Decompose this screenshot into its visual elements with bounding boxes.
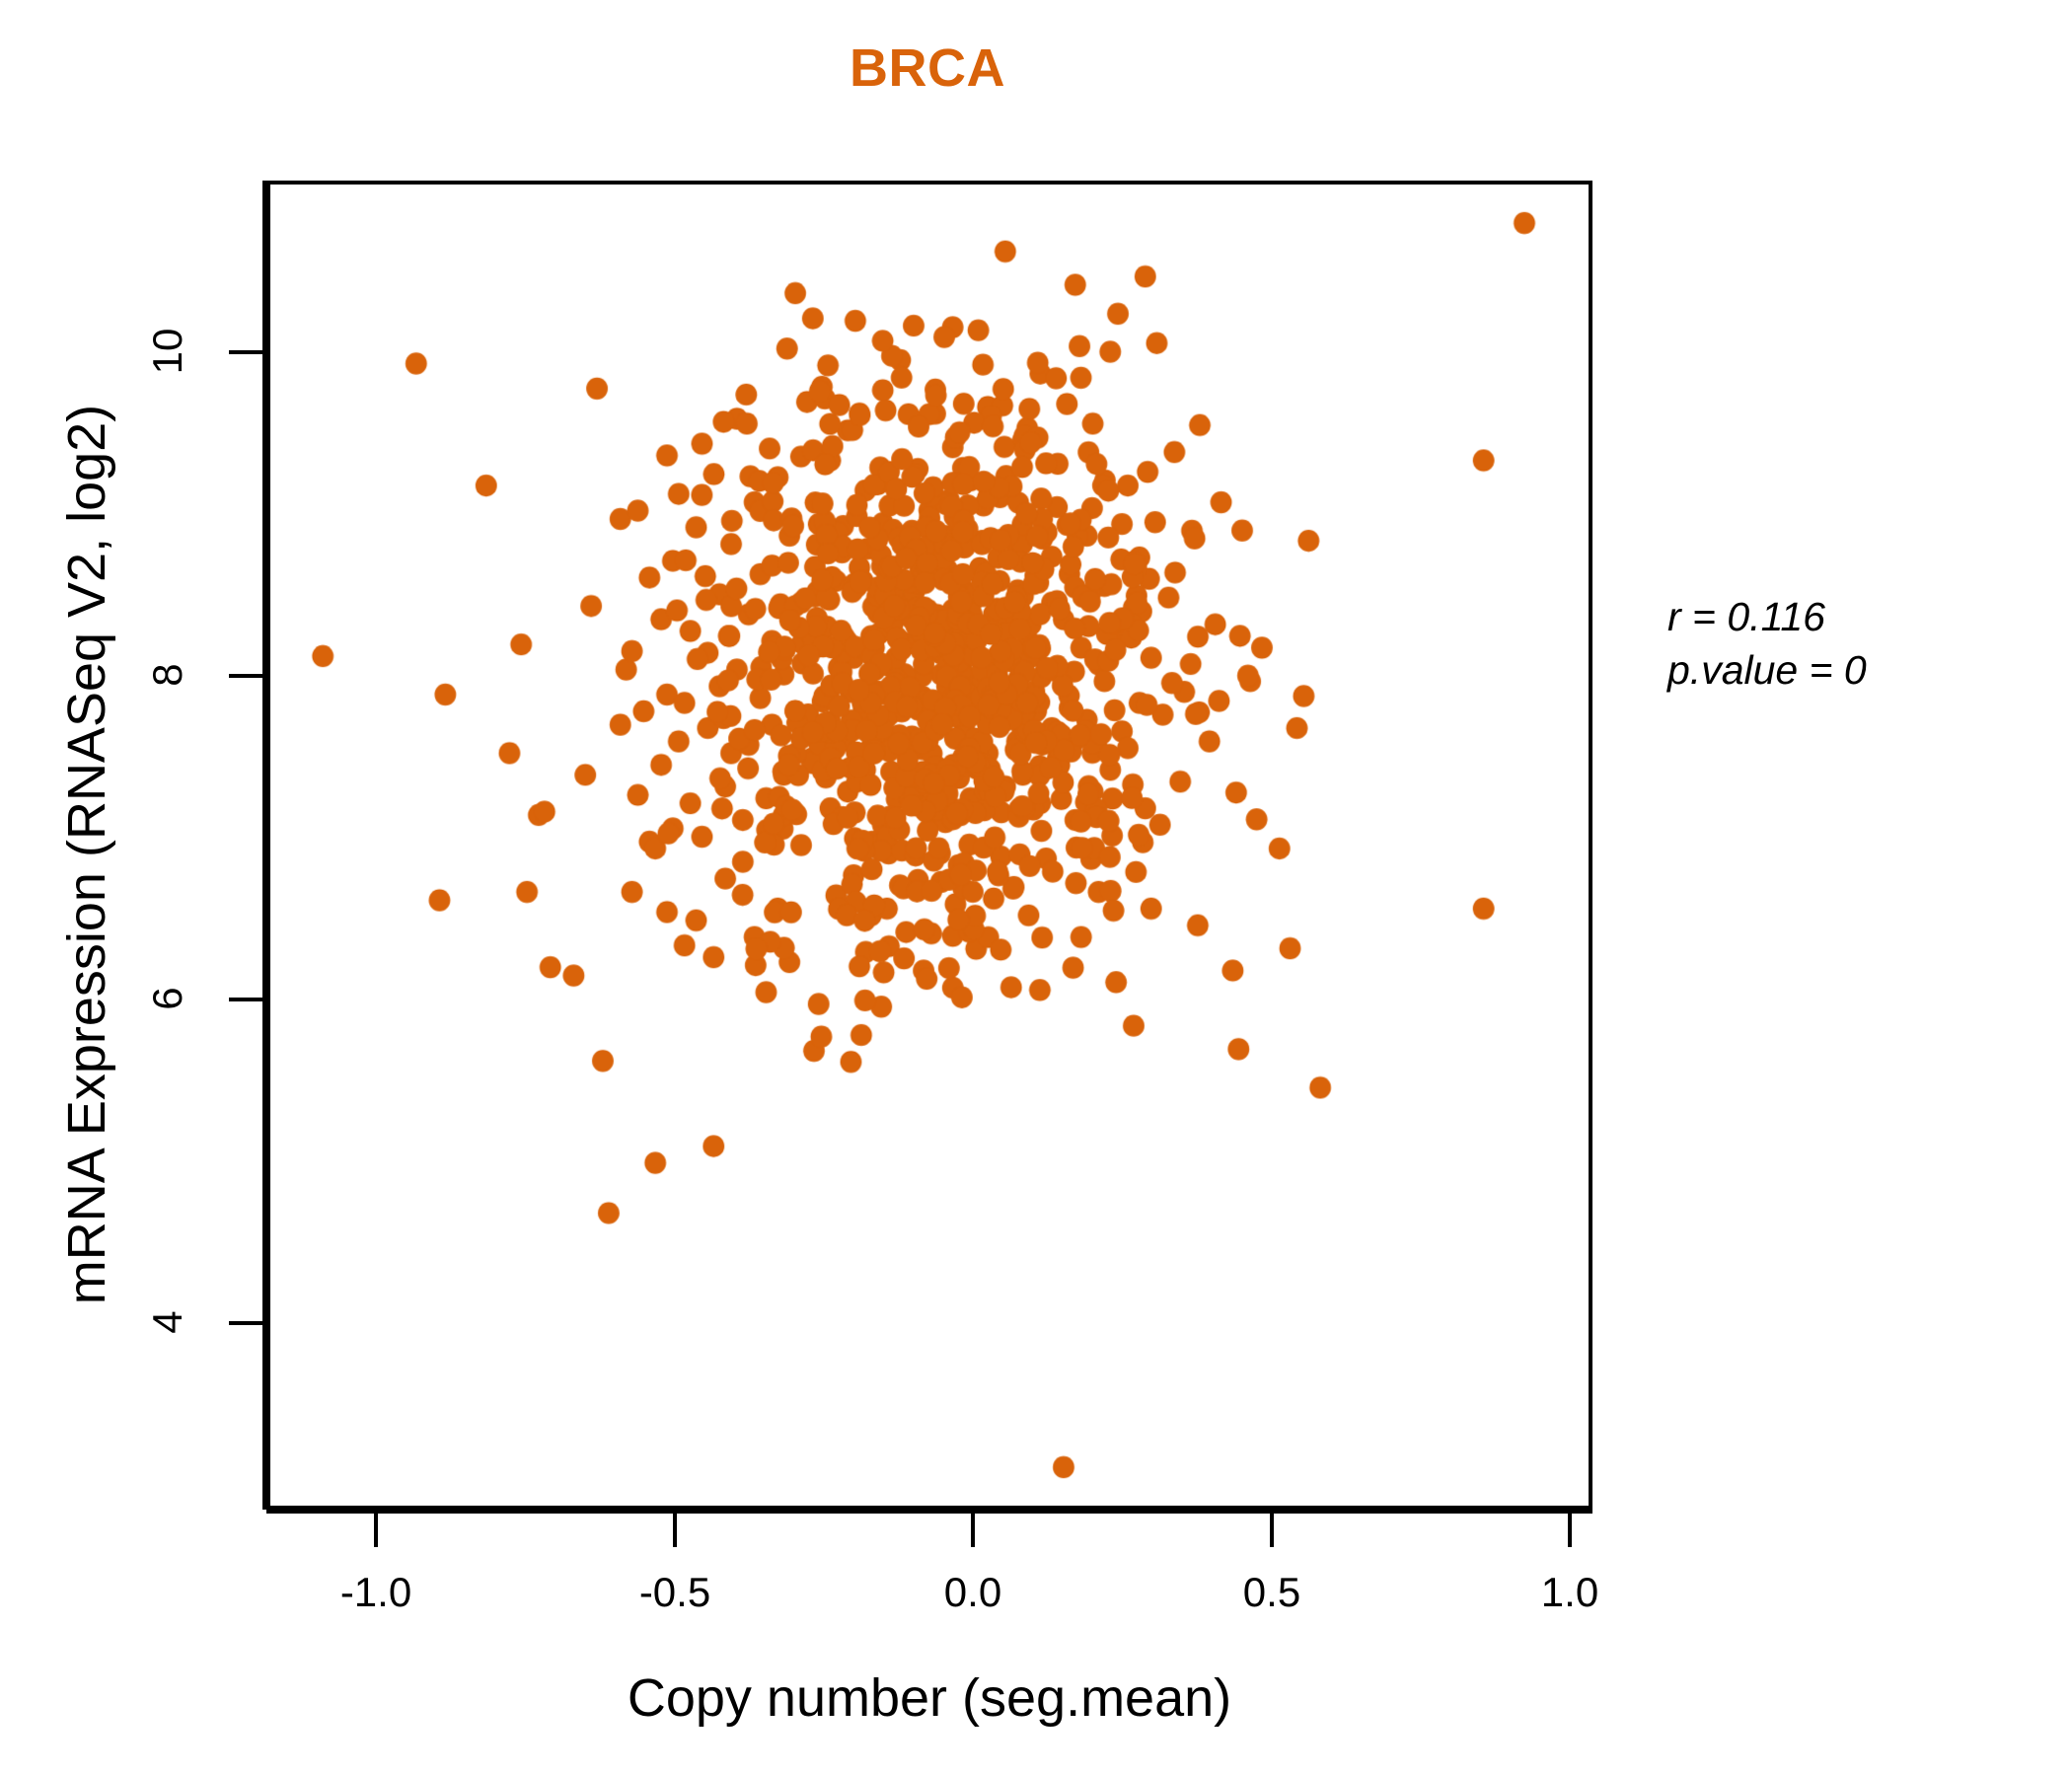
y-tick-mark — [229, 998, 262, 1001]
y-tick-mark — [229, 350, 262, 354]
stats-annotation: r = 0.116 p.value = 0 — [1667, 590, 1867, 697]
x-tick-label: 0.5 — [1242, 1569, 1301, 1615]
x-tick-mark — [1270, 1514, 1274, 1547]
x-tick-label: 1.0 — [1540, 1569, 1599, 1615]
x-tick-label: -1.0 — [339, 1569, 412, 1615]
y-tick-label: 6 — [144, 987, 190, 1010]
pvalue-value: p.value = 0 — [1667, 647, 1867, 694]
y-tick-label: 4 — [144, 1310, 190, 1334]
x-tick-mark — [673, 1514, 677, 1547]
correlation-value: r = 0.116 — [1667, 594, 1825, 639]
y-tick-label: 10 — [144, 328, 190, 375]
x-tick-label: 0.0 — [943, 1569, 1002, 1615]
y-tick-mark — [229, 674, 262, 678]
x-tick-mark — [1568, 1514, 1572, 1547]
x-tick-label: -0.5 — [638, 1569, 711, 1615]
x-axis-line — [266, 1510, 1592, 1514]
x-axis-title: Copy number (seg.mean) — [627, 1668, 1232, 1728]
plot-area — [266, 181, 1592, 1510]
x-tick-mark — [374, 1514, 378, 1547]
y-tick-mark — [229, 1321, 262, 1325]
page-title: BRCA — [850, 38, 1005, 98]
scatter-plot-canvas — [270, 185, 1589, 1506]
y-axis-line — [262, 181, 266, 1510]
y-axis-title: mRNA Expression (RNASeq V2, log2) — [57, 404, 116, 1305]
y-tick-label: 8 — [144, 663, 190, 687]
x-tick-mark — [971, 1514, 975, 1547]
